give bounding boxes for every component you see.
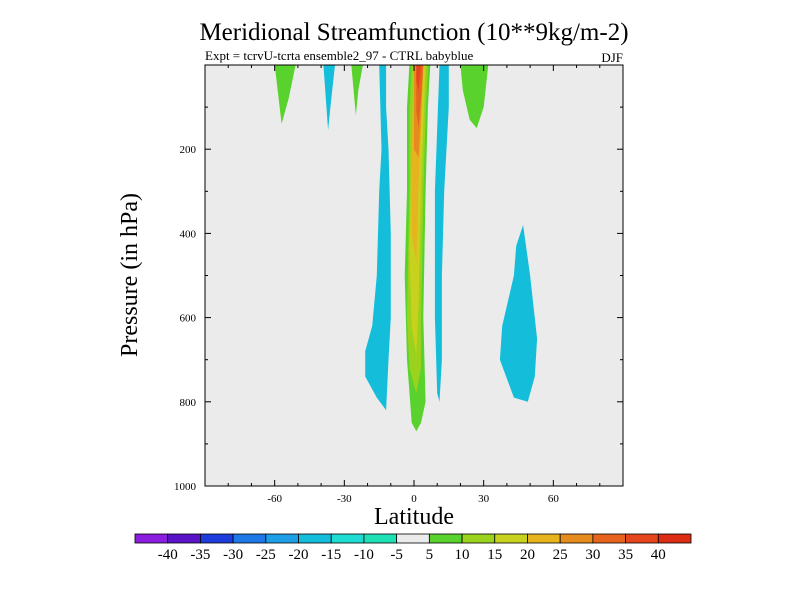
nh-stratosphere-wedge	[460, 65, 489, 129]
colorbar-level-label: -25	[256, 547, 276, 563]
y-tick-label: 200	[180, 144, 197, 156]
colorbar-swatch	[396, 533, 430, 544]
colorbar-swatch	[657, 533, 692, 544]
colorbar-swatch	[330, 533, 365, 544]
colorbar: -40 -35 -30 -25 -20 -15 -10 -5 5 10 15 20 25 30 35 40	[134, 533, 692, 563]
season-label: DJF	[601, 50, 623, 65]
colorbar-level-label: 10	[455, 547, 470, 563]
colorbar-level-label: -5	[390, 547, 403, 563]
x-axis-title: Latitude	[374, 504, 454, 530]
main-cell-contour-40	[416, 65, 421, 91]
colorbar-swatch	[167, 533, 201, 544]
axis-ticks: -60 -30 0 30 60 200 400 600 800 1000	[174, 65, 623, 505]
colorbar-swatch	[494, 533, 528, 544]
nh-negative-filament	[434, 65, 449, 402]
colorbar-level-label: 35	[618, 547, 633, 563]
colorbar-swatch	[265, 533, 299, 544]
y-tick-label: 1000	[174, 481, 197, 493]
colorbar-level-label: 15	[487, 547, 502, 563]
plot-area: -60 -30 0 30 60 200 400 600 800 1000	[174, 64, 624, 505]
colorbar-swatch	[232, 533, 267, 544]
colorbar-swatch	[625, 533, 659, 544]
colorbar-level-label: 25	[553, 547, 568, 563]
colorbar-level-label: -15	[321, 547, 341, 563]
colorbar-level-label: -20	[289, 547, 309, 563]
colorbar-level-label: -40	[158, 547, 178, 563]
colorbar-swatch	[559, 533, 594, 544]
x-tick-label: 30	[478, 493, 490, 505]
stratosphere-wedge-sh-mid	[323, 65, 335, 131]
colorbar-level-label: 5	[426, 547, 434, 563]
colorbar-level-label: -30	[223, 547, 243, 563]
colorbar-level-label: 20	[520, 547, 535, 563]
colorbar-swatch	[527, 533, 561, 544]
chart-title: Meridional Streamfunction (10**9kg/m-2)	[199, 19, 628, 46]
x-tick-label: 0	[411, 493, 417, 505]
y-tick-label: 800	[180, 397, 197, 409]
colorbar-swatch	[363, 533, 398, 544]
colorbar-swatch	[428, 533, 463, 544]
x-tick-label: -30	[337, 493, 352, 505]
colorbar-swatch	[461, 533, 496, 544]
colorbar-swatch	[592, 533, 626, 544]
colorbar-swatch	[134, 533, 169, 544]
y-axis-title: Pressure (in hPa)	[117, 193, 143, 357]
chart-subtitle: Expt = tcrvU-tcrta ensemble2_97 - CTRL b…	[205, 48, 473, 63]
y-tick-label: 400	[180, 228, 197, 240]
colorbar-level-label: -10	[354, 547, 374, 563]
nh-midlat-negative-cell	[499, 225, 538, 402]
stratosphere-wedge-sh-far	[274, 65, 296, 124]
colorbar-level-label: -35	[190, 547, 210, 563]
colorbar-level-label: 40	[651, 547, 666, 563]
stratosphere-wedge-sh-near	[351, 65, 363, 116]
colorbar-swatch	[298, 533, 332, 544]
colorbar-swatch	[200, 533, 234, 544]
colorbar-level-label: 30	[585, 547, 600, 563]
x-tick-label: -60	[267, 493, 282, 505]
sh-negative-cell	[365, 65, 391, 411]
contour-regions	[274, 65, 538, 463]
y-tick-label: 600	[180, 313, 197, 325]
x-tick-label: 60	[548, 493, 560, 505]
